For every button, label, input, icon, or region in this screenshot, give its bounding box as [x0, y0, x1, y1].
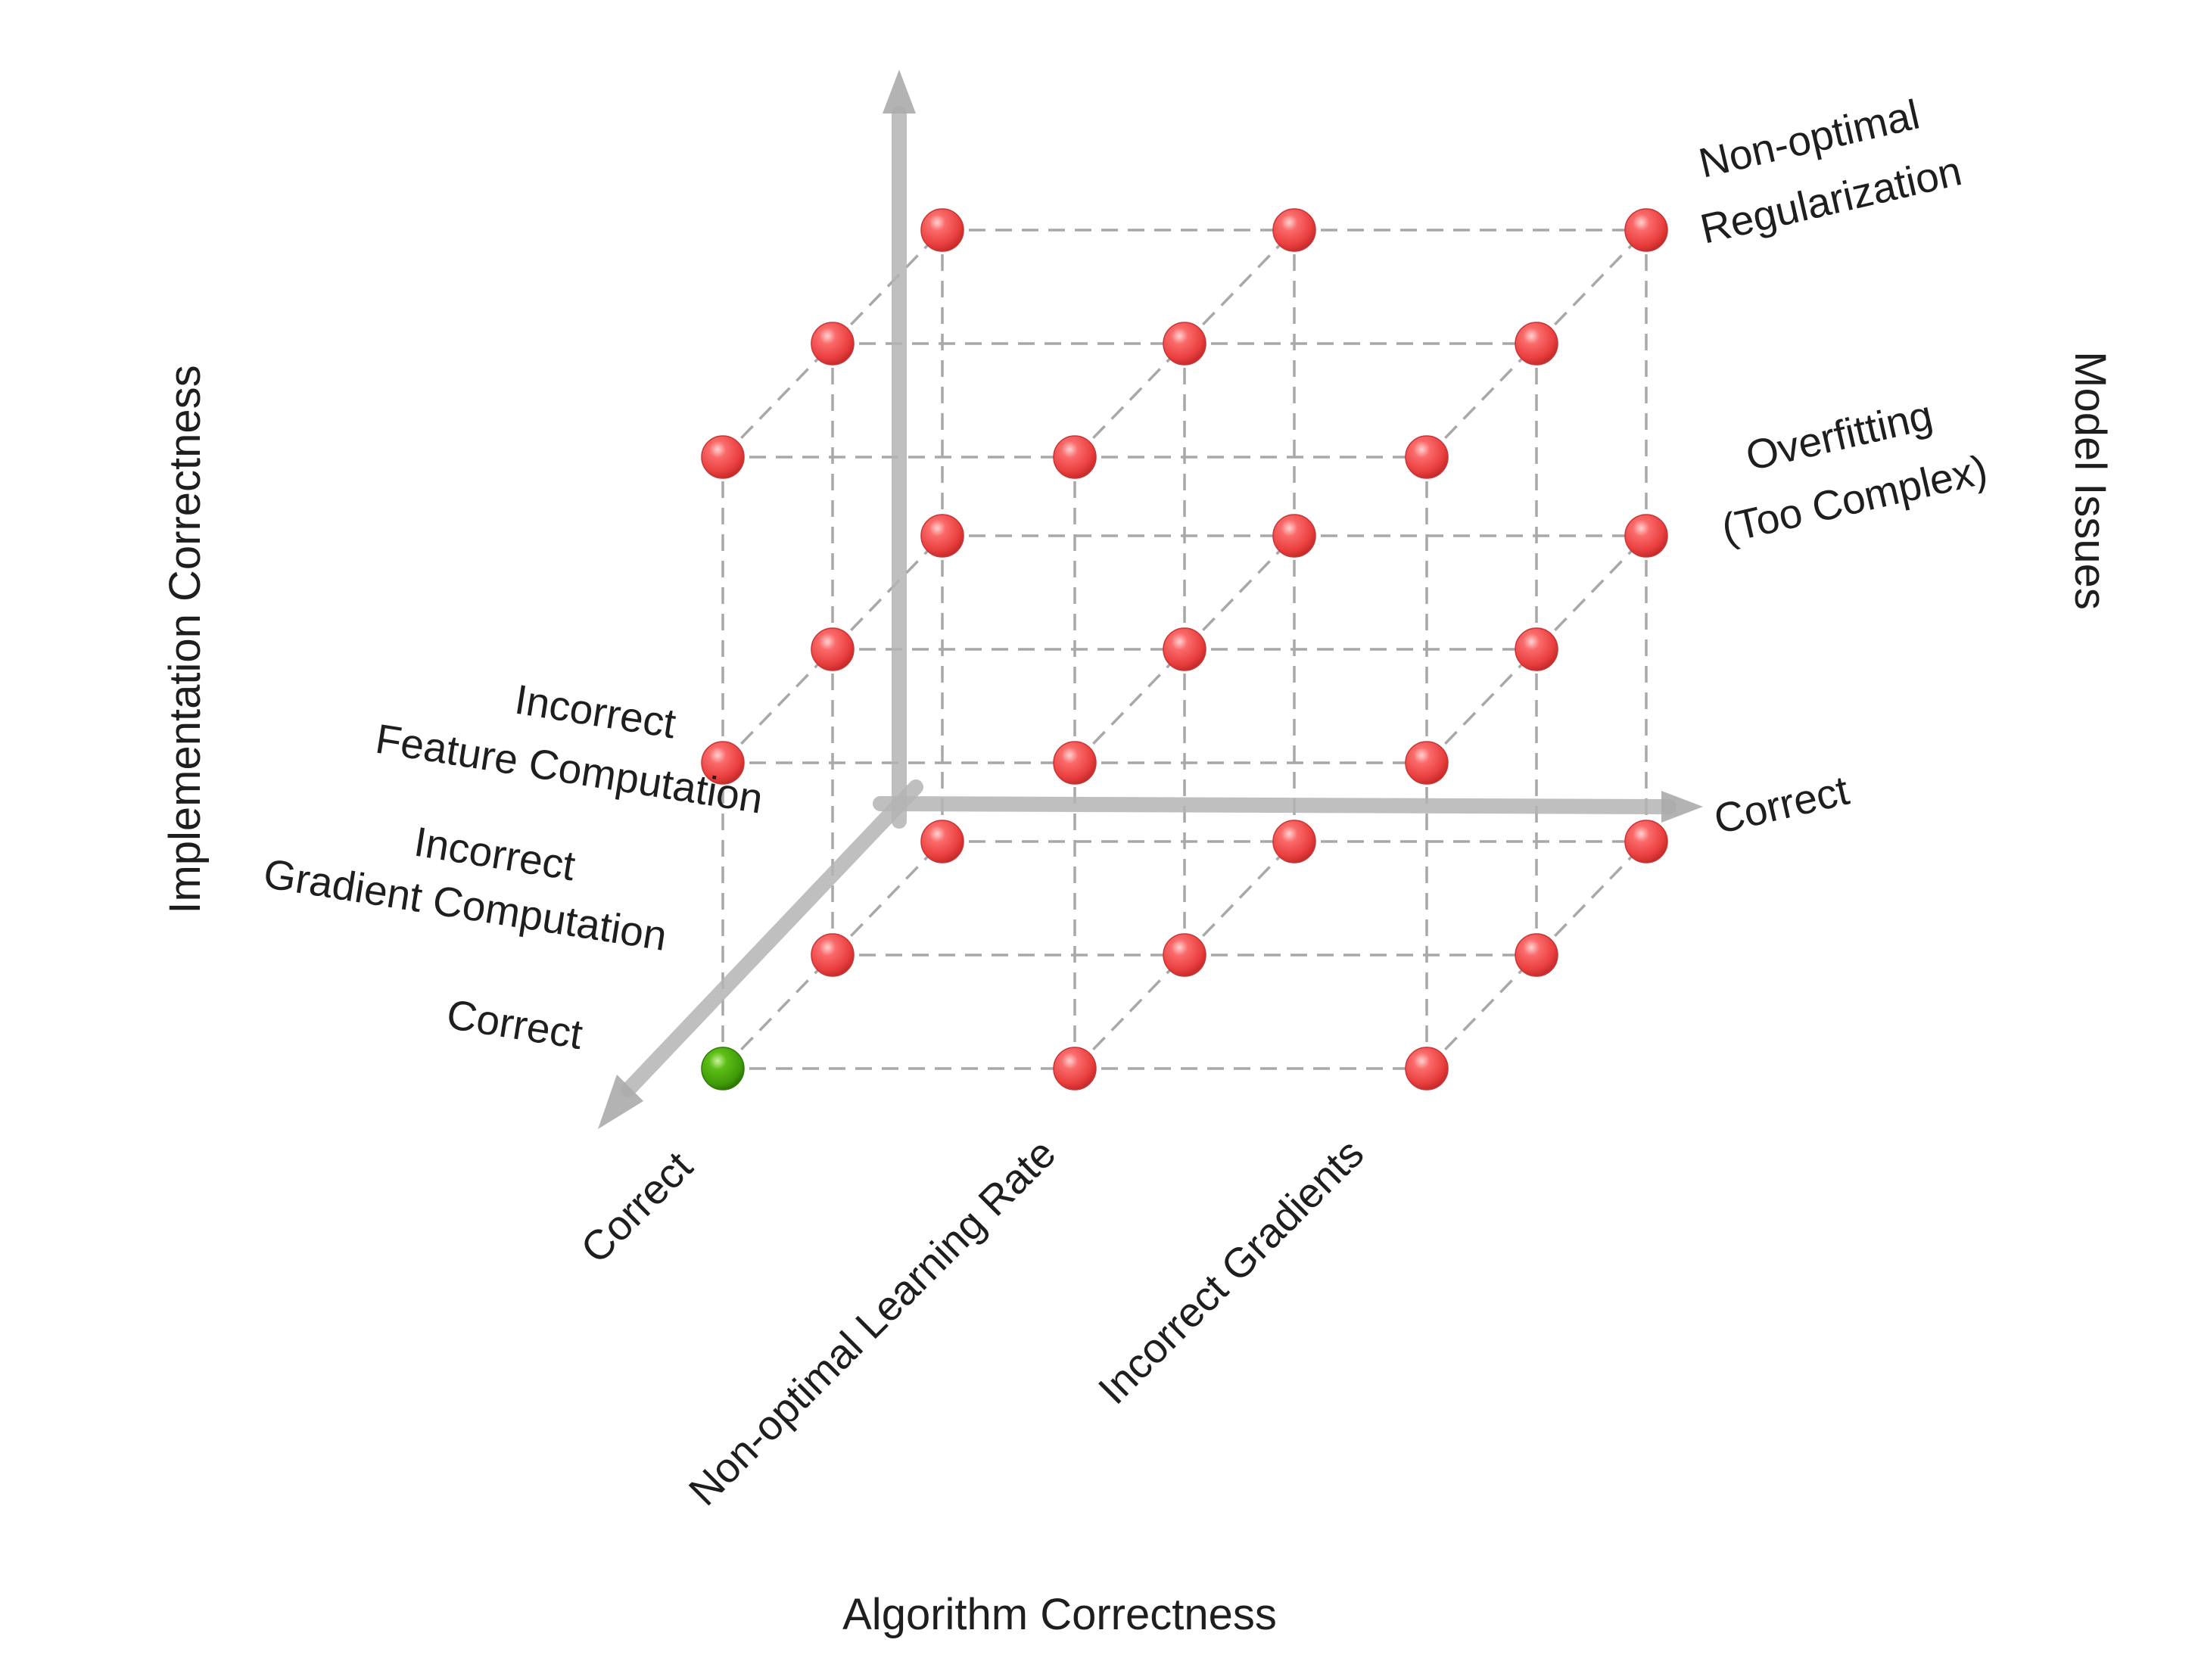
grid-line-implementation	[721, 342, 834, 459]
implementation-level-label-0: Correct	[444, 991, 586, 1058]
grid-line-implementation	[1073, 342, 1186, 459]
grid-line-implementation	[1183, 840, 1296, 957]
grid-line-implementation	[1183, 229, 1296, 345]
issue-point	[1515, 933, 1558, 977]
grid-line-implementation	[831, 229, 944, 345]
grid-line-implementation	[1535, 229, 1648, 345]
implementation-axis-title: Implementation Correctness	[160, 365, 210, 913]
issue-point	[1405, 1047, 1449, 1090]
correct-point	[701, 1047, 745, 1090]
grid-line-implementation	[1535, 534, 1648, 651]
issue-point	[1163, 627, 1206, 671]
issue-point	[1272, 514, 1316, 558]
depth-axis-arrowhead	[598, 1075, 643, 1129]
depth-axis-line	[621, 779, 923, 1097]
vertical-axis-arrowhead	[883, 70, 916, 114]
axes	[598, 70, 1703, 1129]
model-level-label-0: Correct	[1710, 767, 1854, 843]
issue-point	[1163, 322, 1206, 366]
algorithm-axis-title: Algorithm Correctness	[842, 1590, 1277, 1639]
grid-points	[701, 208, 1668, 1090]
issue-point	[1163, 933, 1206, 977]
issue-point	[1624, 820, 1668, 863]
issue-point	[920, 208, 964, 252]
algorithm-level-label-0: Correct	[571, 1143, 701, 1272]
issue-point	[1053, 741, 1097, 785]
implementation-level-label-2-line1: Incorrect	[512, 676, 679, 748]
issue-point	[701, 435, 745, 479]
grid-lines	[721, 229, 1648, 1070]
issue-point	[811, 933, 855, 977]
issue-point	[1272, 208, 1316, 252]
issue-point	[1053, 1047, 1097, 1090]
issue-point	[1405, 741, 1449, 785]
issue-point	[1053, 435, 1097, 479]
grid-line-implementation	[721, 648, 834, 764]
issue-point	[811, 322, 855, 366]
grid-line-implementation	[1425, 648, 1538, 764]
horizontal-axis-arrowhead	[1661, 791, 1703, 823]
issue-point	[1624, 514, 1668, 558]
algorithm-level-label-2: Incorrect Gradients	[1089, 1130, 1373, 1414]
algorithm-level-label-1: Non-optimal Learning Rate	[680, 1130, 1065, 1515]
grid-line-implementation	[1425, 954, 1538, 1070]
grid-line-implementation	[1183, 534, 1296, 651]
issue-point	[1272, 820, 1316, 863]
issue-point	[1405, 435, 1449, 479]
issue-point	[920, 820, 964, 863]
issue-point	[1515, 627, 1558, 671]
implementation-level-label-2-line2: Feature Computation	[372, 715, 766, 823]
grid-line-implementation	[1425, 342, 1538, 459]
issue-point	[1624, 208, 1668, 252]
grid-line-implementation	[1073, 954, 1186, 1070]
issue-point	[701, 741, 745, 785]
issue-point	[1515, 322, 1558, 366]
model-axis-title: Model Issues	[2066, 351, 2115, 610]
grid-line-implementation	[1535, 840, 1648, 957]
grid-line-implementation	[1073, 648, 1186, 764]
grid-line-implementation	[831, 534, 944, 651]
horizontal-axis-line	[873, 796, 1677, 814]
issue-point	[920, 514, 964, 558]
issue-point	[811, 627, 855, 671]
